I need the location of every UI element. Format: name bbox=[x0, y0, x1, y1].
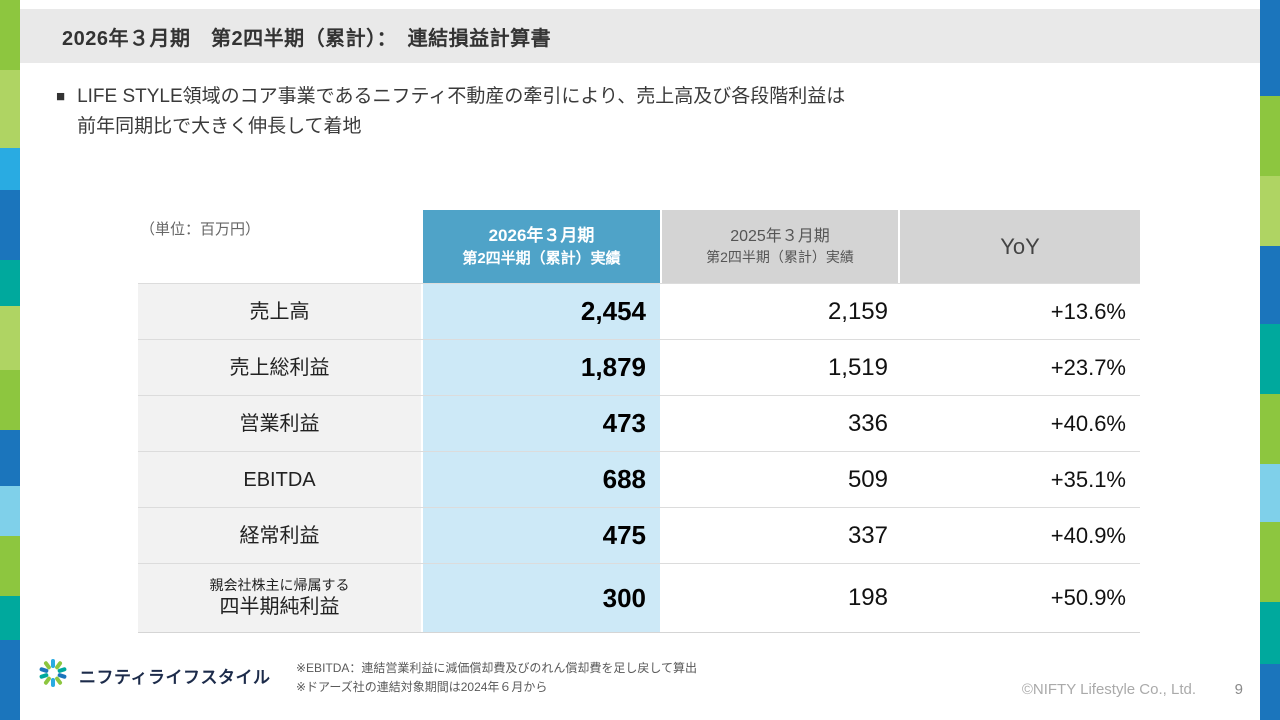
slide-header: 2026年３月期 第2四半期（累計）： 連結損益計算書 bbox=[20, 9, 1260, 63]
stripe-segment bbox=[1260, 522, 1280, 602]
column-header-current: 2026年３月期 第2四半期（累計）実績 bbox=[423, 210, 662, 283]
column-header-previous-line2: 第2四半期（累計）実績 bbox=[706, 248, 854, 265]
stripe-segment bbox=[0, 536, 20, 596]
cell-current: 2,454 bbox=[423, 284, 662, 339]
row-label: 経常利益 bbox=[138, 508, 423, 563]
column-header-yoy: YoY bbox=[900, 210, 1140, 283]
summary-line-1: LIFE STYLE領域のコア事業であるニフティ不動産の牽引により、売上高及び各… bbox=[77, 86, 846, 107]
cell-yoy: +50.9% bbox=[1050, 585, 1126, 610]
page-title: 2026年３月期 第2四半期（累計）： 連結損益計算書 bbox=[62, 27, 552, 50]
bullet-square-icon: ■ bbox=[56, 88, 66, 105]
stripe-segment bbox=[0, 260, 20, 306]
company-logo: ニフティライフスタイル bbox=[36, 656, 270, 695]
income-statement-table: （単位：百万円） 2026年３月期 第2四半期（累計）実績 2025年３月期 第… bbox=[138, 210, 1140, 633]
right-accent-stripe bbox=[1260, 0, 1280, 720]
stripe-segment bbox=[0, 0, 20, 70]
company-logo-text: ニフティライフスタイル bbox=[79, 668, 271, 687]
cell-yoy: +40.9% bbox=[1050, 522, 1126, 548]
stripe-segment bbox=[1260, 96, 1280, 176]
cell-current: 1,879 bbox=[423, 340, 662, 395]
table-row: 売上高 2,454 2,159 +13.6% bbox=[138, 283, 1140, 339]
stripe-segment bbox=[1260, 246, 1280, 324]
stripe-segment bbox=[1260, 324, 1280, 394]
table-row: 親会社株主に帰属する 四半期純利益 300 198 +50.9% bbox=[138, 563, 1140, 633]
footnote-doors: ※ドアーズ社の連結対象期間は2024年６月から bbox=[296, 680, 548, 695]
cell-previous: 337 bbox=[847, 521, 888, 549]
column-header-previous-line1: 2025年３月期 bbox=[730, 227, 830, 245]
stripe-segment bbox=[0, 640, 20, 720]
cell-previous: 2,159 bbox=[827, 297, 888, 325]
stripe-segment bbox=[1260, 394, 1280, 464]
nifty-lifestyle-logo-icon bbox=[36, 656, 70, 695]
cell-yoy: +35.1% bbox=[1050, 466, 1126, 492]
footnotes: ※EBITDA：連結営業利益に減価償却費及びのれん償却費を足し戻して算出 ※ドア… bbox=[296, 659, 697, 697]
cell-current: 473 bbox=[423, 396, 662, 451]
column-header-current-line2: 第2四半期（累計）実績 bbox=[462, 249, 621, 267]
stripe-segment bbox=[0, 486, 20, 536]
row-label: 売上高 bbox=[138, 284, 423, 339]
stripe-segment bbox=[0, 430, 20, 486]
unit-label: （単位：百万円） bbox=[140, 221, 261, 238]
cell-current: 300 bbox=[423, 564, 662, 632]
stripe-segment bbox=[1260, 176, 1280, 246]
footnote-ebitda: ※EBITDA：連結営業利益に減価償却費及びのれん償却費を足し戻して算出 bbox=[296, 661, 698, 675]
left-accent-stripe bbox=[0, 0, 20, 720]
copyright-text: ©NIFTY Lifestyle Co., Ltd. bbox=[1021, 681, 1196, 698]
stripe-segment bbox=[0, 70, 20, 148]
summary-text: LIFE STYLE領域のコア事業であるニフティ不動産の牽引により、売上高及び各… bbox=[77, 82, 845, 142]
stripe-segment bbox=[0, 190, 20, 260]
stripe-segment bbox=[1260, 664, 1280, 720]
stripe-segment bbox=[1260, 0, 1280, 96]
table-row: 売上総利益 1,879 1,519 +23.7% bbox=[138, 339, 1140, 395]
table-row: 経常利益 475 337 +40.9% bbox=[138, 507, 1140, 563]
row-label: 売上総利益 bbox=[138, 340, 423, 395]
table-row: 営業利益 473 336 +40.6% bbox=[138, 395, 1140, 451]
cell-previous: 198 bbox=[847, 584, 888, 611]
summary-bullet: ■ LIFE STYLE領域のコア事業であるニフティ不動産の牽引により、売上高及… bbox=[56, 82, 845, 142]
cell-yoy: +40.6% bbox=[1050, 410, 1126, 436]
stripe-segment bbox=[0, 148, 20, 190]
cell-previous: 1,519 bbox=[827, 353, 888, 381]
row-label: 親会社株主に帰属する 四半期純利益 bbox=[138, 564, 423, 632]
page-number: 9 bbox=[1234, 681, 1243, 698]
stripe-segment bbox=[0, 370, 20, 430]
stripe-segment bbox=[1260, 464, 1280, 522]
cell-previous: 509 bbox=[847, 465, 888, 493]
cell-yoy: +23.7% bbox=[1050, 354, 1126, 380]
stripe-segment bbox=[0, 306, 20, 370]
table-row: EBITDA 688 509 +35.1% bbox=[138, 451, 1140, 507]
cell-yoy: +13.6% bbox=[1050, 298, 1126, 324]
stripe-segment bbox=[1260, 602, 1280, 664]
column-header-current-line1: 2026年３月期 bbox=[488, 226, 595, 246]
cell-current: 688 bbox=[423, 452, 662, 507]
cell-previous: 336 bbox=[847, 409, 888, 437]
cell-current: 475 bbox=[423, 508, 662, 563]
row-label: 営業利益 bbox=[138, 396, 423, 451]
stripe-segment bbox=[0, 596, 20, 640]
column-header-previous: 2025年３月期 第2四半期（累計）実績 bbox=[662, 210, 900, 283]
row-label: EBITDA bbox=[138, 452, 423, 507]
summary-line-2: 前年同期比で大きく伸長して着地 bbox=[77, 116, 362, 137]
table-header-row: （単位：百万円） 2026年３月期 第2四半期（累計）実績 2025年３月期 第… bbox=[138, 210, 1140, 283]
